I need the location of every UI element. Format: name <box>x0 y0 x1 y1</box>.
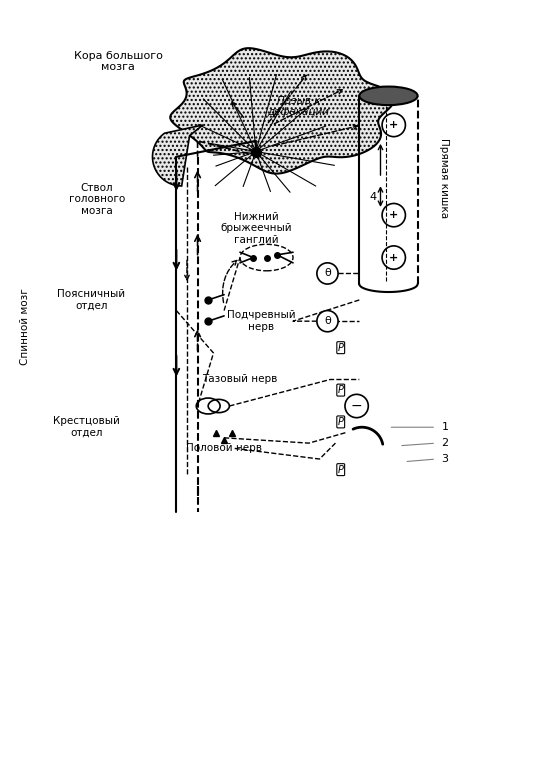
Text: P: P <box>338 465 344 474</box>
Text: Подчревный
нерв: Подчревный нерв <box>227 310 295 332</box>
Text: +: + <box>389 253 398 263</box>
Text: Тазовый нерв: Тазовый нерв <box>203 374 278 385</box>
Text: θ: θ <box>324 269 331 279</box>
Text: 3: 3 <box>441 454 448 464</box>
Text: +: + <box>389 210 398 220</box>
Text: Нижний
брыжеечный
ганглий: Нижний брыжеечный ганглий <box>220 212 292 245</box>
Circle shape <box>317 310 338 332</box>
Text: Кора большого
мозга: Кора большого мозга <box>74 51 163 72</box>
Polygon shape <box>152 125 203 186</box>
Text: 4: 4 <box>369 191 376 202</box>
Text: Ствол
головного
мозга: Ствол головного мозга <box>69 183 125 216</box>
Ellipse shape <box>359 87 418 105</box>
Text: −: − <box>351 399 362 413</box>
Text: Поясничный
отдел: Поясничный отдел <box>58 289 126 310</box>
Text: 1: 1 <box>441 422 448 432</box>
Circle shape <box>317 263 338 284</box>
Text: Спинной мозг: Спинной мозг <box>20 288 30 365</box>
Text: 2: 2 <box>441 438 449 448</box>
Text: θ: θ <box>324 317 331 326</box>
Text: Половой нерв: Половой нерв <box>186 443 262 453</box>
Text: P: P <box>338 385 344 395</box>
Text: Позыв к
дефекации: Позыв к дефекации <box>268 96 329 117</box>
Text: P: P <box>338 417 344 427</box>
Text: P: P <box>338 342 344 353</box>
Polygon shape <box>170 48 394 174</box>
Text: Прямая кишка: Прямая кишка <box>439 138 449 218</box>
Text: +: + <box>389 120 398 130</box>
Text: Крестцовый
отдел: Крестцовый отдел <box>53 417 120 438</box>
